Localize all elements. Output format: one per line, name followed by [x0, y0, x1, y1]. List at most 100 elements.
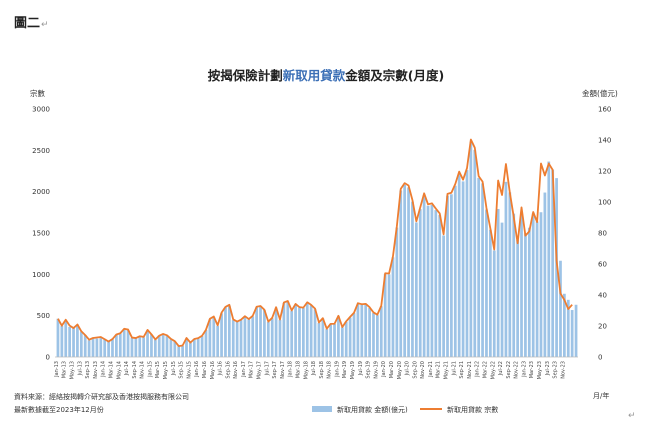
amount-bar [551, 169, 555, 357]
x-tick-label: Nov-22 [514, 361, 520, 379]
y-axis-left-label: 宗數 [30, 88, 45, 98]
amount-bar [161, 333, 165, 357]
amount-bar [118, 333, 122, 357]
x-tick-label: Sep-17 [272, 361, 278, 379]
amount-bar [270, 318, 274, 357]
y-right-tick-label: 120 [598, 168, 611, 176]
amount-bar [340, 327, 344, 357]
chart-title-part-3: 金額及宗數(月度) [344, 68, 444, 83]
amount-bar [235, 321, 239, 357]
amount-bar [356, 303, 360, 357]
amount-bar [547, 161, 551, 357]
amount-bar [325, 329, 329, 357]
y-right-tick-label: 0 [598, 354, 602, 362]
x-tick-label: Nov-16 [233, 361, 239, 379]
amount-bar [282, 303, 286, 357]
x-tick-label: Nov-18 [327, 361, 333, 379]
x-tick-label: May-23 [537, 361, 543, 379]
x-tick-label: Mar-18 [295, 361, 301, 378]
amount-bar [294, 304, 297, 357]
amount-bar [313, 309, 317, 357]
amount-bar [266, 321, 270, 357]
amount-bar [142, 337, 146, 357]
amount-bar [391, 257, 395, 357]
x-tick-label: Jan-16 [194, 361, 200, 378]
amount-bar [539, 212, 543, 357]
source-note: 資料來源：經絡按揭轉介研究部及香港按揭服務有限公司 [14, 392, 189, 401]
amount-bar [107, 341, 110, 357]
amount-bar [196, 338, 200, 357]
amount-bar [212, 317, 216, 357]
x-tick-label: Mar-15 [155, 361, 161, 378]
amount-bar [177, 346, 181, 357]
x-tick-label: Jul-21 [451, 361, 457, 376]
x-tick-label: Mar-19 [342, 361, 348, 378]
amount-bar [481, 183, 484, 357]
amount-bar [387, 274, 391, 357]
amount-bars [56, 141, 578, 358]
amount-bar [91, 338, 95, 357]
amount-bar [247, 319, 251, 357]
x-tick-label: Mar-13 [62, 361, 68, 378]
y-right-tick-label: 40 [598, 292, 607, 300]
amount-bar [524, 233, 527, 357]
amount-bar [329, 324, 332, 357]
amount-bar [496, 208, 500, 357]
amount-bar [122, 329, 126, 357]
y-axis-right-ticks: 0 20 40 60 80 100 120 140 160 [598, 106, 611, 362]
amount-bar [224, 307, 227, 357]
amount-bar [399, 190, 403, 357]
amount-bar [305, 302, 309, 357]
x-tick-label: Jan-18 [288, 361, 294, 378]
amount-bar [263, 310, 266, 357]
amount-bar [146, 330, 149, 357]
x-tick-label: Nov-23 [560, 361, 566, 379]
x-tick-label: Jan-20 [381, 361, 387, 378]
amount-bar [395, 227, 399, 357]
y-right-tick-label: 100 [598, 199, 611, 207]
amount-bar [231, 320, 235, 357]
x-tick-label: Jan-21 [428, 361, 434, 378]
x-tick-label: Mar-22 [482, 361, 488, 378]
amount-bar [150, 334, 153, 357]
amount-bar [414, 222, 418, 357]
amount-bar [372, 312, 375, 357]
x-tick-label: Jul-19 [358, 361, 364, 376]
amount-bar [348, 317, 352, 357]
amount-bar [543, 192, 547, 357]
amount-bar [438, 214, 442, 357]
x-tick-label: May-14 [116, 361, 122, 379]
amount-bar [189, 342, 192, 357]
x-tick-label: Jul-23 [545, 361, 551, 376]
x-tick-label: Mar-21 [436, 361, 442, 378]
x-tick-label: Sep-19 [366, 361, 372, 379]
chart-title: 按揭保險計劃新取用貸款金額及宗數(月度) [208, 68, 444, 83]
y-right-tick-label: 160 [598, 106, 611, 114]
amount-bar [531, 213, 535, 357]
x-tick-label: Mar-14 [108, 361, 114, 378]
x-tick-label: Mar-23 [529, 361, 535, 378]
legend-bar-swatch [312, 406, 332, 412]
amount-bar [321, 318, 325, 357]
amount-bar [450, 194, 453, 357]
amount-bar [157, 335, 161, 357]
update-note: 最新數據截至2023年12月份 [14, 405, 104, 414]
x-tick-label: Nov-21 [467, 361, 473, 379]
amount-bar [465, 170, 469, 357]
amount-bar [570, 310, 574, 357]
amount-bar [434, 210, 438, 357]
amount-bar [574, 304, 578, 357]
x-tick-label: Sep-16 [225, 361, 231, 379]
amount-bar [216, 325, 220, 357]
amount-bar [274, 307, 278, 357]
amount-bar [442, 235, 445, 357]
amount-bar [60, 325, 64, 357]
paragraph-mark-end: ↵ [628, 411, 636, 421]
amount-bar [469, 141, 473, 357]
legend-line-label: 新取用貸款 宗數 [447, 405, 498, 414]
x-tick-label: Jan-22 [475, 361, 481, 378]
x-tick-label: Nov-20 [420, 361, 426, 379]
amount-bar [426, 205, 430, 357]
amount-bar [192, 339, 196, 357]
